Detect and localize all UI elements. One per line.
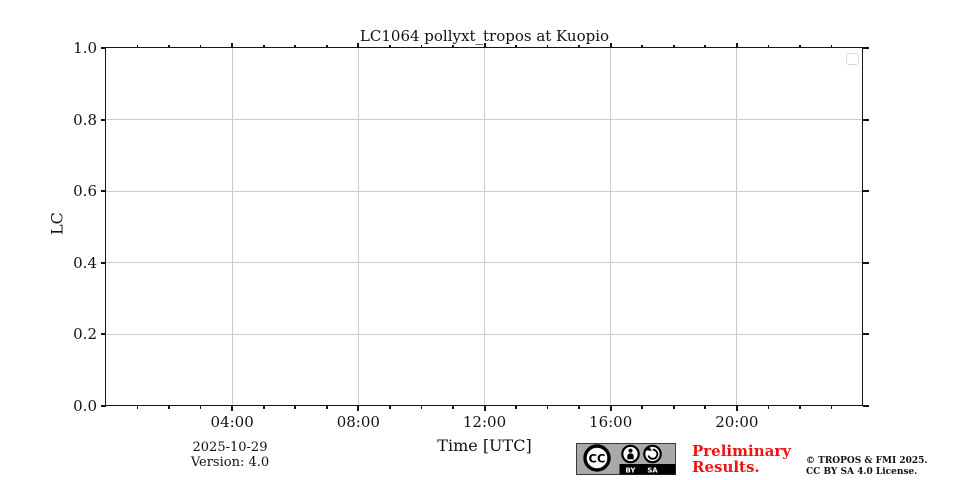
x-minor-tick xyxy=(199,405,202,409)
x-minor-tick xyxy=(168,405,170,409)
y-tick-label: 1.0 xyxy=(73,39,97,57)
y-major-tick xyxy=(100,47,106,49)
y-major-tick-right xyxy=(863,118,869,121)
copyright-line2: CC BY SA 4.0 License. xyxy=(806,467,918,477)
x-minor-tick xyxy=(294,405,297,409)
badge-by-label: BY xyxy=(625,467,636,475)
plot-area xyxy=(105,46,863,406)
gridline-horizontal xyxy=(106,190,863,192)
x-tick-label: 08:00 xyxy=(336,412,380,431)
x-minor-tick xyxy=(389,405,391,409)
y-major-tick-right xyxy=(863,404,869,407)
x-minor-tick xyxy=(420,405,423,409)
x-minor-tick xyxy=(641,405,643,409)
y-major-tick-right xyxy=(863,47,869,49)
x-minor-tick xyxy=(515,405,517,409)
y-major-tick xyxy=(100,190,106,192)
gridline-vertical xyxy=(736,48,738,406)
y-major-tick xyxy=(100,261,106,264)
gridline-horizontal xyxy=(106,119,863,120)
x-major-tick-top xyxy=(735,42,738,48)
preliminary-line1: Preliminary xyxy=(692,442,791,460)
x-minor-tick xyxy=(325,405,328,409)
preliminary-results-note: Preliminary Results. xyxy=(692,443,791,475)
cc-by-icon xyxy=(621,444,640,464)
y-tick-label: 0.6 xyxy=(73,182,97,200)
x-major-tick-top xyxy=(483,42,486,48)
legend-box xyxy=(846,53,859,65)
x-major-tick xyxy=(231,405,234,411)
x-major-tick xyxy=(483,405,486,411)
x-tick-label: 20:00 xyxy=(715,412,759,431)
x-minor-tick xyxy=(546,405,549,409)
x-major-tick xyxy=(357,405,360,411)
x-minor-tick xyxy=(830,405,833,409)
y-major-tick xyxy=(100,404,106,407)
y-tick-label: 0.4 xyxy=(73,253,97,272)
x-minor-tick xyxy=(767,405,770,409)
y-major-tick xyxy=(100,118,106,121)
gridline-vertical xyxy=(610,48,612,406)
y-major-tick-right xyxy=(863,333,869,335)
x-minor-tick xyxy=(799,405,801,409)
x-major-tick-top xyxy=(357,42,360,48)
y-major-tick-right xyxy=(863,261,869,264)
x-major-tick-top xyxy=(609,42,612,48)
copyright-line1: © TROPOS & FMI 2025. xyxy=(806,456,928,466)
gridline-horizontal xyxy=(106,262,863,263)
footer-date-version: 2025-10-29 Version: 4.0 xyxy=(180,440,280,470)
y-major-tick-right xyxy=(863,190,869,192)
footer-version: Version: 4.0 xyxy=(190,455,270,470)
footer-date: 2025-10-29 xyxy=(192,440,268,455)
x-minor-tick xyxy=(136,405,139,409)
x-minor-tick xyxy=(704,405,707,409)
x-axis-label: Time [UTC] xyxy=(437,436,532,455)
gridline-vertical xyxy=(357,48,359,406)
cc-sa-icon xyxy=(643,444,662,464)
chart-title: LC1064 pollyxt_tropos at Kuopio xyxy=(359,27,610,45)
x-minor-tick xyxy=(578,405,580,409)
x-minor-tick xyxy=(672,405,675,409)
gridline-vertical xyxy=(231,48,233,406)
gridline-vertical xyxy=(484,48,485,406)
y-major-tick xyxy=(100,333,106,335)
x-tick-label: 16:00 xyxy=(589,412,633,431)
x-tick-label: 04:00 xyxy=(210,412,254,431)
preliminary-line2: Results. xyxy=(692,458,760,476)
y-axis-label: LC xyxy=(47,212,67,235)
x-major-tick xyxy=(609,405,612,411)
y-tick-label: 0.2 xyxy=(73,325,97,343)
x-minor-tick xyxy=(452,405,454,409)
x-major-tick xyxy=(735,405,738,411)
x-minor-tick xyxy=(262,405,265,409)
cc-by-sa-badge: CC BY SA xyxy=(576,443,676,475)
y-tick-label: 0.0 xyxy=(73,396,97,415)
cc-logo-icon: CC xyxy=(583,444,611,472)
y-tick-label: 0.8 xyxy=(73,110,97,129)
badge-sa-label: SA xyxy=(647,467,658,475)
x-major-tick-top xyxy=(231,42,234,48)
svg-text:CC: CC xyxy=(589,452,606,466)
x-tick-label: 12:00 xyxy=(462,412,507,431)
copyright-note: © TROPOS & FMI 2025. CC BY SA 4.0 Licens… xyxy=(806,456,928,478)
gridline-horizontal xyxy=(106,333,863,335)
badge-label-strip xyxy=(619,464,676,475)
